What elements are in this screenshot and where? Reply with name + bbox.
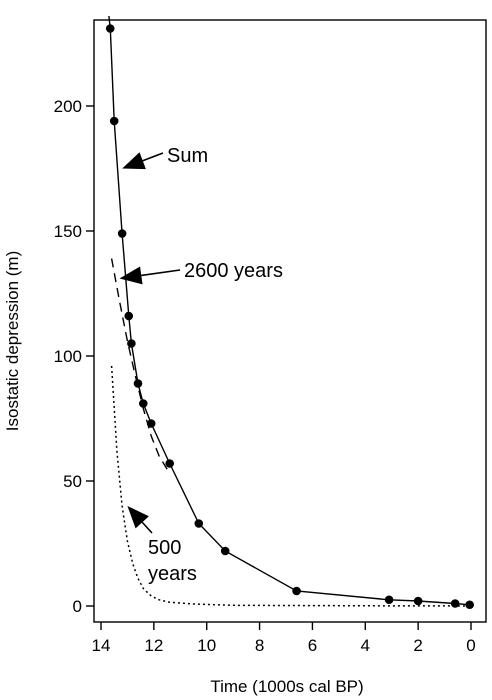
data-point: [127, 339, 136, 348]
data-point: [133, 379, 143, 388]
data-point: [292, 586, 301, 596]
y-tick-label: 150: [54, 222, 82, 241]
annotation-arrow-head: [122, 152, 146, 170]
x-tick-label: 14: [92, 636, 111, 655]
annotations: Sum 2600 years 500 years: [119, 145, 283, 585]
data-point: [109, 116, 119, 126]
x-tick-label: 0: [466, 636, 475, 655]
x-tick-label: 4: [361, 636, 370, 655]
plot-frame: [93, 19, 487, 623]
data-point: [124, 311, 134, 321]
data-point: [413, 596, 423, 606]
curve-2600-years: [110, 258, 171, 474]
data-point: [138, 399, 148, 408]
data-point: [450, 599, 460, 608]
y-tick-label: 100: [54, 347, 82, 366]
data-point: [105, 24, 115, 33]
x-tick-label: 2: [413, 636, 422, 655]
data-point: [220, 546, 230, 556]
x-tick-label: 8: [255, 636, 264, 655]
y-axis: 0 50 100 150 200: [54, 97, 94, 616]
annotation-label: years: [148, 563, 197, 585]
data-point: [194, 519, 204, 528]
annotation-arrow-head: [127, 506, 149, 529]
y-tick-label: 50: [63, 472, 82, 491]
data-point: [465, 600, 474, 610]
series-layer: [108, 15, 470, 607]
x-axis: 14 12 10 8 6 4 2 0: [92, 622, 476, 655]
curve-500-years: [110, 365, 470, 607]
x-tick-label: 12: [144, 636, 163, 655]
x-tick-label: 6: [308, 636, 317, 655]
data-point: [146, 419, 156, 428]
sum-line: [108, 15, 470, 606]
annotation-label: 500: [148, 537, 181, 559]
data-point: [384, 595, 394, 605]
x-tick-label: 10: [197, 636, 216, 655]
x-axis-label: Time (1000s cal BP): [210, 677, 363, 696]
annotation-label: 2600 years: [184, 260, 283, 282]
annotation-arrow-shaft: [142, 152, 164, 162]
annotation-arrow-shaft: [141, 269, 181, 277]
y-tick-label: 0: [73, 597, 82, 616]
annotation-label: Sum: [167, 145, 208, 167]
data-point: [165, 459, 175, 468]
y-tick-label: 200: [54, 97, 82, 116]
annotation-arrow-shaft: [141, 521, 153, 534]
data-point: [117, 229, 127, 238]
data-points: [105, 24, 474, 610]
y-axis-label: Isostatic depression (m): [3, 251, 22, 431]
annotation-arrow-head: [119, 266, 143, 285]
